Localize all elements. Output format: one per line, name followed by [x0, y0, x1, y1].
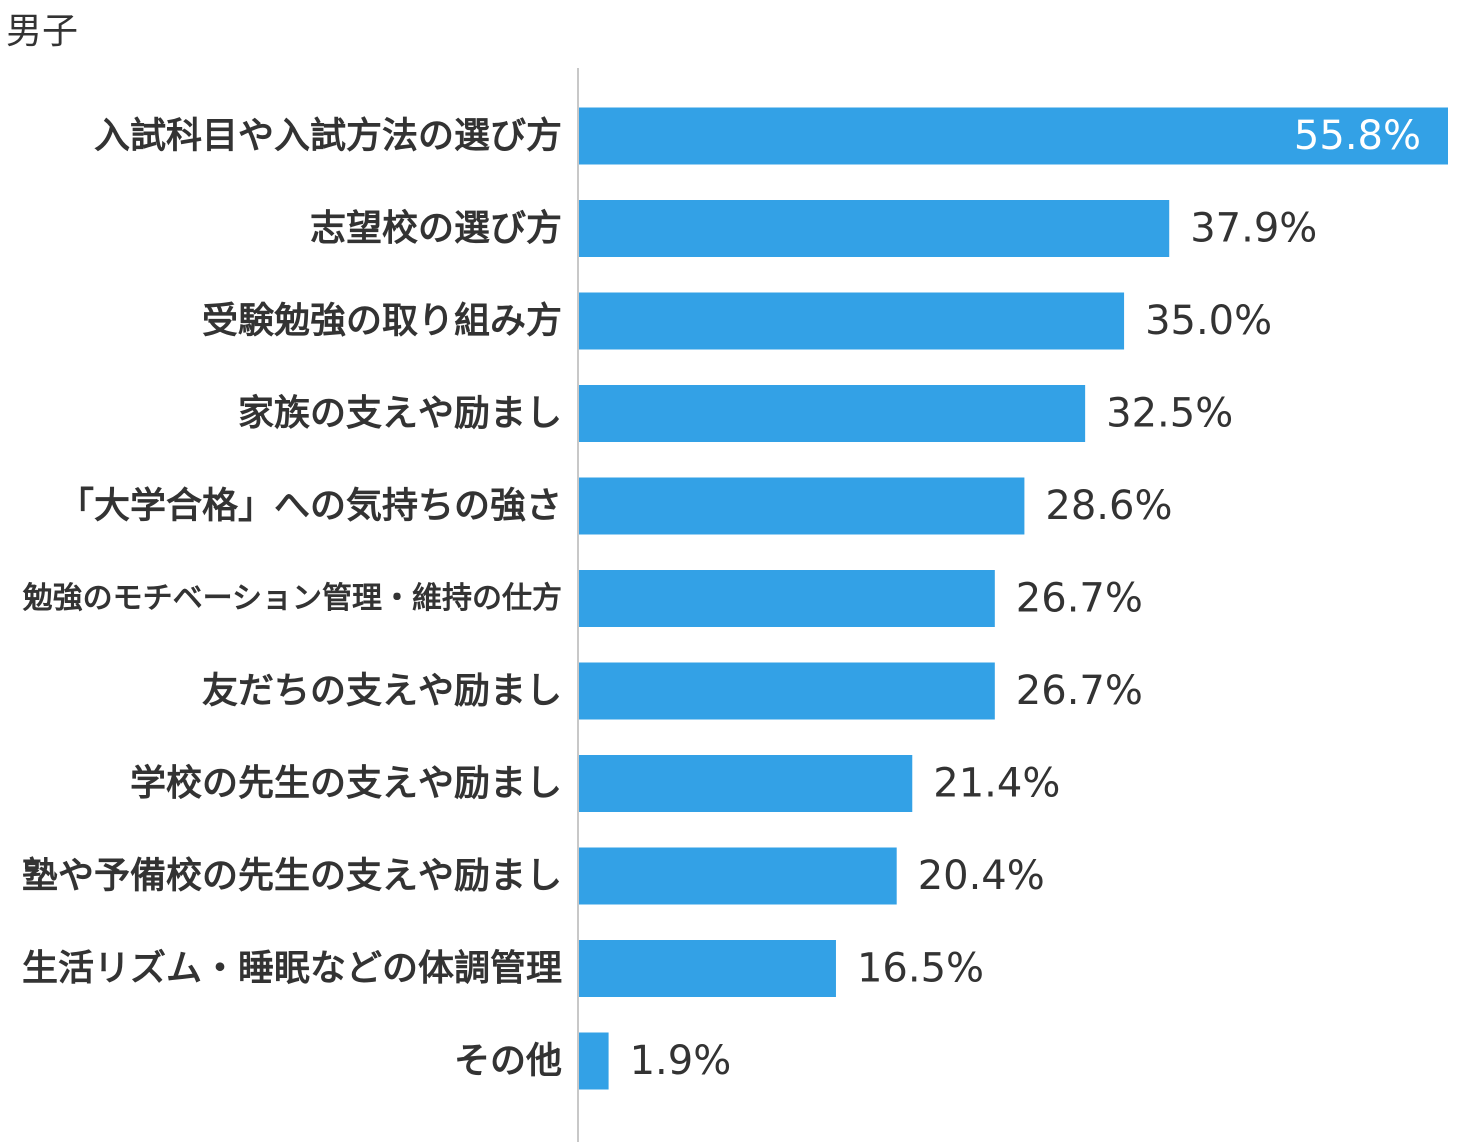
bar: [579, 200, 1170, 257]
value-label: 35.0%: [1145, 298, 1272, 344]
value-label: 1.9%: [630, 1038, 732, 1084]
category-label: 入試科目や入試方法の選び方: [94, 116, 562, 157]
value-label: 20.4%: [918, 853, 1045, 899]
value-label: 55.8%: [1294, 113, 1421, 159]
value-label: 28.6%: [1045, 483, 1172, 529]
category-label: 志望校の選び方: [310, 208, 562, 249]
bar: [579, 755, 913, 812]
category-label: 生活リズム・睡眠などの体調管理: [22, 947, 562, 989]
value-label: 32.5%: [1106, 391, 1233, 437]
category-label: 家族の支えや励まし: [238, 393, 562, 434]
category-label: 友だちの支えや励まし: [202, 671, 562, 712]
category-label: その他: [454, 1041, 562, 1082]
value-label: 26.7%: [1016, 668, 1143, 714]
bar: [579, 570, 995, 627]
bar: [579, 292, 1125, 350]
category-label: 「大学合格」への気持ちの強さ: [58, 485, 562, 527]
bar: [579, 1032, 609, 1090]
bar: [579, 662, 995, 720]
value-label: 16.5%: [857, 946, 984, 992]
bar: [579, 847, 897, 905]
value-label: 21.4%: [933, 761, 1060, 807]
category-label: 学校の先生の支えや励まし: [130, 762, 562, 804]
category-label: 受験勉強の取り組み方: [202, 301, 562, 342]
bar: [579, 107, 1448, 165]
chart-title: 男子: [6, 11, 79, 52]
bar: [579, 477, 1025, 535]
value-label: 26.7%: [1016, 576, 1143, 622]
category-label: 勉強のモチベーション管理・維持の仕方: [22, 581, 562, 616]
bar: [579, 385, 1086, 442]
bar: [579, 940, 836, 997]
value-label: 37.9%: [1190, 206, 1317, 252]
category-label: 塾や予備校の先生の支えや励まし: [22, 856, 562, 897]
